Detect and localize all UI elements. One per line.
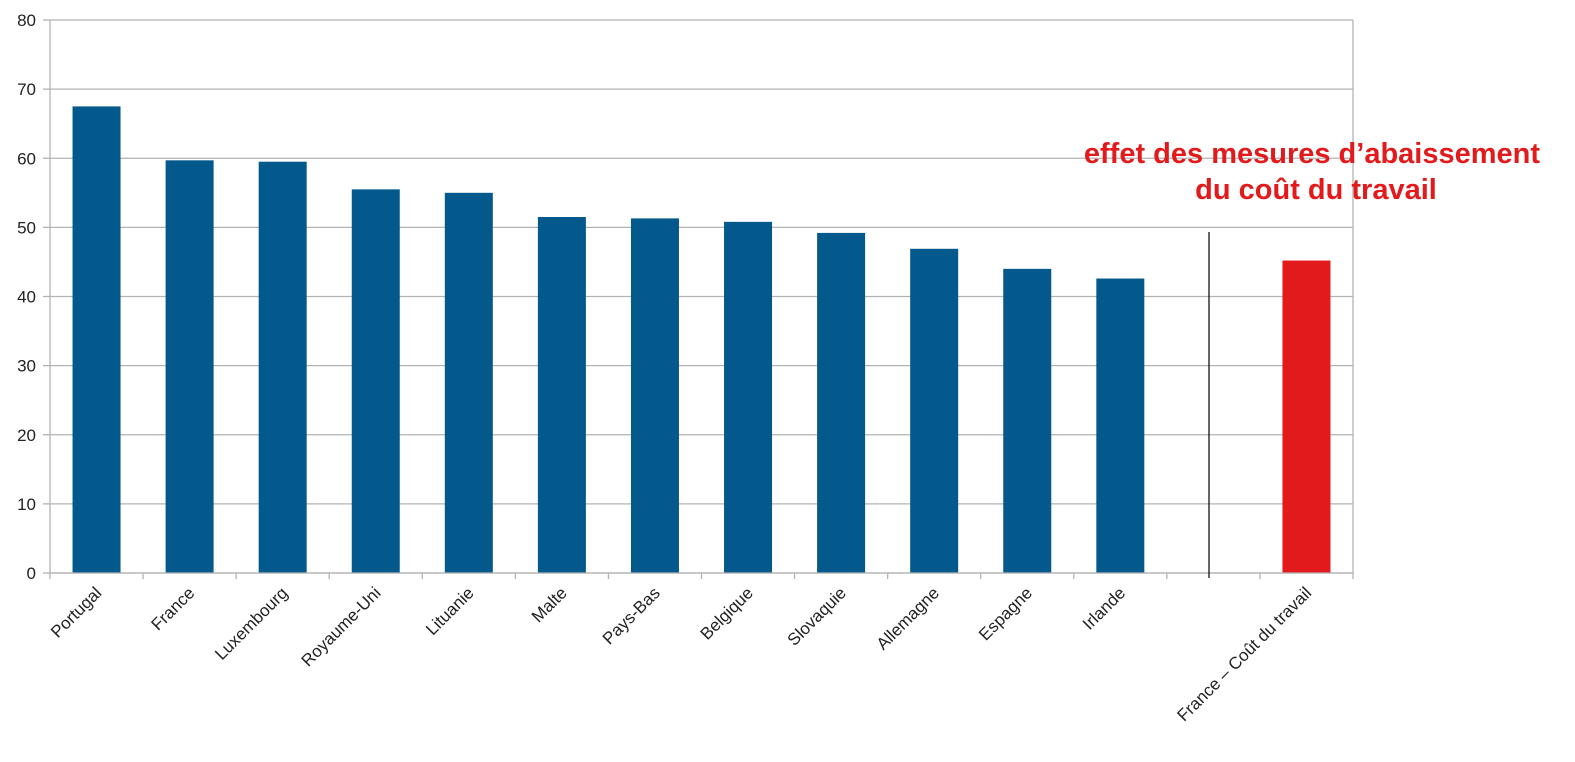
y-axis: 0 10 20 30 40 50 60 70 80 — [17, 11, 50, 583]
bar-allemagne — [910, 248, 959, 573]
x-category-label: Slovaquie — [784, 583, 850, 649]
bar-espagne — [1003, 268, 1052, 573]
bar-france — [165, 160, 214, 574]
y-tick-label: 20 — [17, 426, 36, 445]
x-category-label: Allemagne — [873, 583, 943, 653]
x-category-label: Irlande — [1079, 583, 1129, 633]
x-category-label: Belgique — [697, 583, 757, 643]
gridlines — [50, 19, 1353, 574]
x-category-label: Malte — [528, 583, 571, 626]
x-category-label: Lituanie — [422, 583, 478, 639]
x-category-label: Luxembourg — [211, 583, 291, 663]
y-tick-label: 0 — [27, 564, 36, 583]
y-tick-label: 60 — [17, 149, 36, 168]
x-category-label: Portugal — [47, 583, 105, 641]
y-tick-label: 80 — [17, 11, 36, 30]
y-tick-label: 30 — [17, 357, 36, 376]
bar-lituanie — [444, 192, 493, 573]
bar-luxembourg — [258, 161, 307, 574]
x-category-label: Royaume-Uni — [298, 583, 385, 670]
bar-irlande — [1096, 278, 1145, 573]
bar-slovaquie — [817, 232, 866, 573]
x-axis: Portugal France Luxembourg Royaume-Uni Litua… — [47, 572, 1354, 725]
bar-portugal — [72, 106, 121, 573]
bar-belgique — [724, 221, 773, 573]
bar-france-co-t-du-travail — [1282, 260, 1331, 573]
y-tick-label: 70 — [17, 80, 36, 99]
annotation-line-2: du coût du travail — [1195, 174, 1437, 206]
bar-royaume-uni — [351, 189, 400, 573]
x-category-label: Pays-Bas — [599, 583, 664, 648]
bar-pays-bas — [630, 218, 679, 574]
x-category-label: France — [148, 583, 199, 634]
y-tick-label: 40 — [17, 288, 36, 307]
x-category-label: France – Coût du travail — [1174, 583, 1316, 725]
annotation-line-1: effet des mesures d’abaissement — [1084, 138, 1540, 170]
bars — [72, 106, 1331, 574]
annotation-text: effet des mesures d’abaissement du coût … — [1084, 138, 1548, 206]
y-tick-label: 10 — [17, 495, 36, 514]
y-tick-label: 50 — [17, 218, 36, 237]
x-category-label: Espagne — [975, 583, 1036, 644]
bar-malte — [537, 217, 586, 573]
